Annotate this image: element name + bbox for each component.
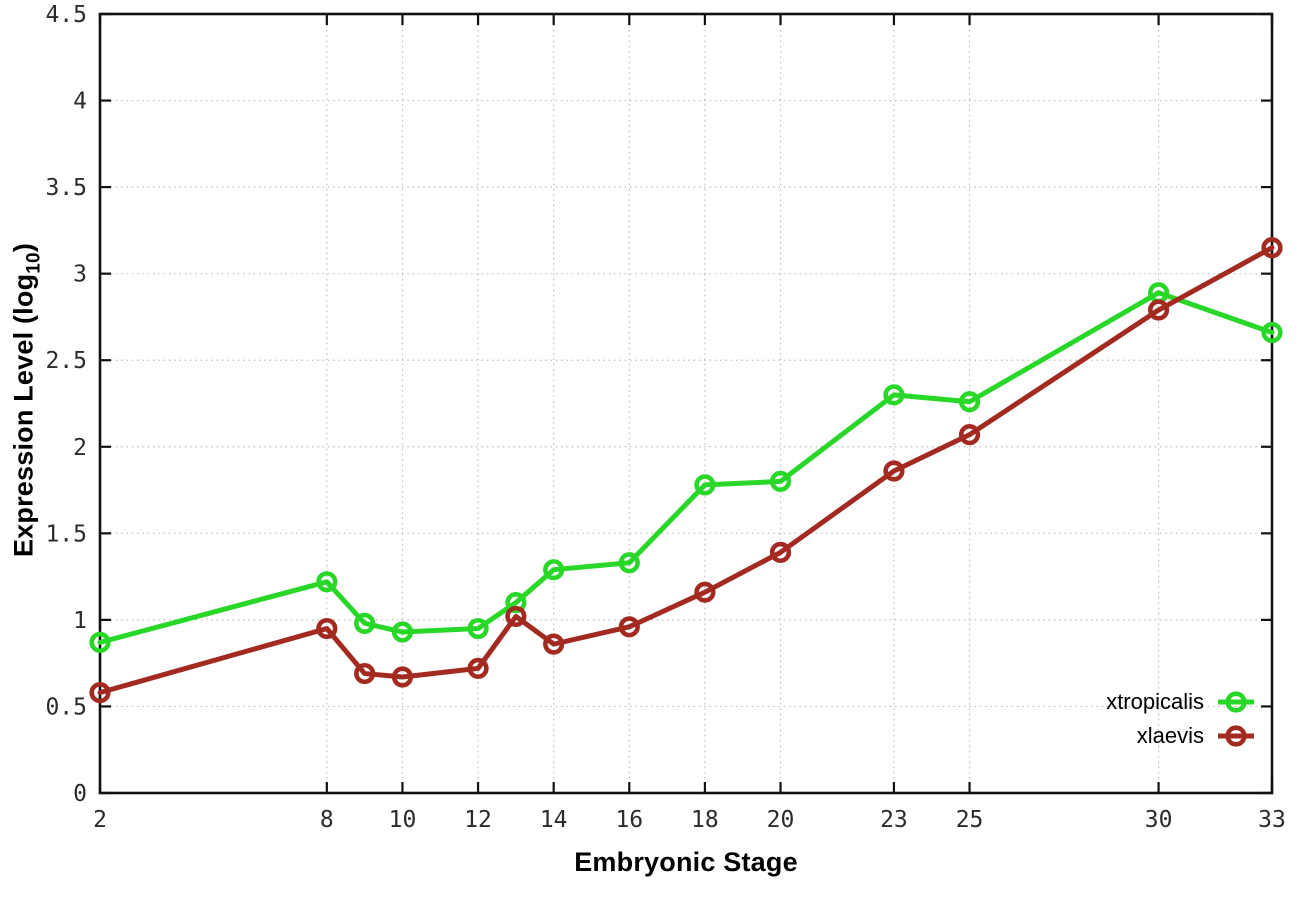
y-tick-label: 1 (73, 608, 87, 634)
y-tick-label: 4 (73, 89, 87, 115)
series-line (97, 245, 1275, 696)
y-tick-label: 0 (73, 781, 87, 807)
y-tick-label: 2.5 (45, 348, 87, 374)
data-point-marker (89, 631, 111, 653)
data-point-marker (958, 391, 981, 413)
data-point-marker (958, 424, 981, 446)
x-tick-label: 8 (320, 807, 334, 833)
x-tick-label: 14 (540, 807, 568, 833)
data-point-marker (316, 571, 338, 593)
plot-border (98, 12, 1274, 795)
y-axis-title: Expression Level (log10) (9, 243, 46, 557)
data-point-marker (543, 559, 565, 581)
data-point-marker (89, 681, 111, 704)
y-axis-title-text: Expression Level (log (8, 273, 39, 558)
data-point-marker (354, 662, 376, 685)
data-point-marker (467, 617, 489, 640)
data-point-marker (505, 605, 527, 628)
y-tick-label: 3 (73, 262, 87, 288)
data-point-marker (769, 541, 792, 563)
x-tick-label: 2 (93, 807, 107, 833)
data-point-marker (618, 616, 640, 638)
x-tick-label: 20 (767, 807, 795, 833)
y-axis-title-close: ) (8, 242, 39, 253)
x-tick-label: 10 (389, 807, 417, 833)
data-point-marker (883, 460, 905, 482)
legend-entry: xtropicalis (1106, 688, 1256, 716)
x-tick-label: 25 (956, 807, 984, 833)
y-tick-label: 3.5 (45, 175, 87, 201)
data-point-marker (467, 657, 489, 679)
legend-label: xlaevis (1136, 723, 1204, 748)
legend-entry: xlaevis (1137, 722, 1256, 750)
data-point-marker (391, 666, 414, 688)
data-point-marker (694, 581, 716, 603)
legend-sample-icon (1218, 725, 1254, 747)
y-axis-title-subscript: 10 (23, 252, 45, 274)
data-point-marker (505, 591, 527, 614)
y-tick-label: 0.5 (45, 694, 87, 720)
data-point-marker (543, 633, 565, 655)
x-tick-label: 18 (691, 807, 719, 833)
x-tick-label: 16 (615, 807, 643, 833)
data-point-marker (769, 470, 792, 493)
x-tick-label: 23 (880, 807, 908, 833)
legend-label: xtropicalis (1106, 689, 1204, 714)
y-tick-label: 1.5 (45, 521, 87, 547)
data-point-marker (316, 617, 338, 640)
data-point-marker (1261, 237, 1283, 259)
data-point-marker (1147, 299, 1170, 321)
legend: xtropicalis xlaevis (1106, 688, 1256, 750)
data-point-marker (391, 621, 414, 643)
data-point-marker (694, 474, 716, 496)
y-tick-label: 4.5 (45, 2, 87, 28)
data-point-marker (883, 384, 905, 406)
series-line (97, 290, 1275, 645)
legend-sample-icon (1218, 691, 1254, 713)
data-point-marker (618, 552, 640, 574)
data-point-marker (354, 612, 376, 634)
x-tick-label: 30 (1145, 807, 1173, 833)
data-point-marker (1261, 321, 1283, 344)
x-tick-label: 12 (464, 807, 492, 833)
x-axis-title: Embryonic Stage (574, 847, 798, 877)
y-tick-label: 2 (73, 435, 87, 461)
x-tick-label: 33 (1258, 807, 1286, 833)
